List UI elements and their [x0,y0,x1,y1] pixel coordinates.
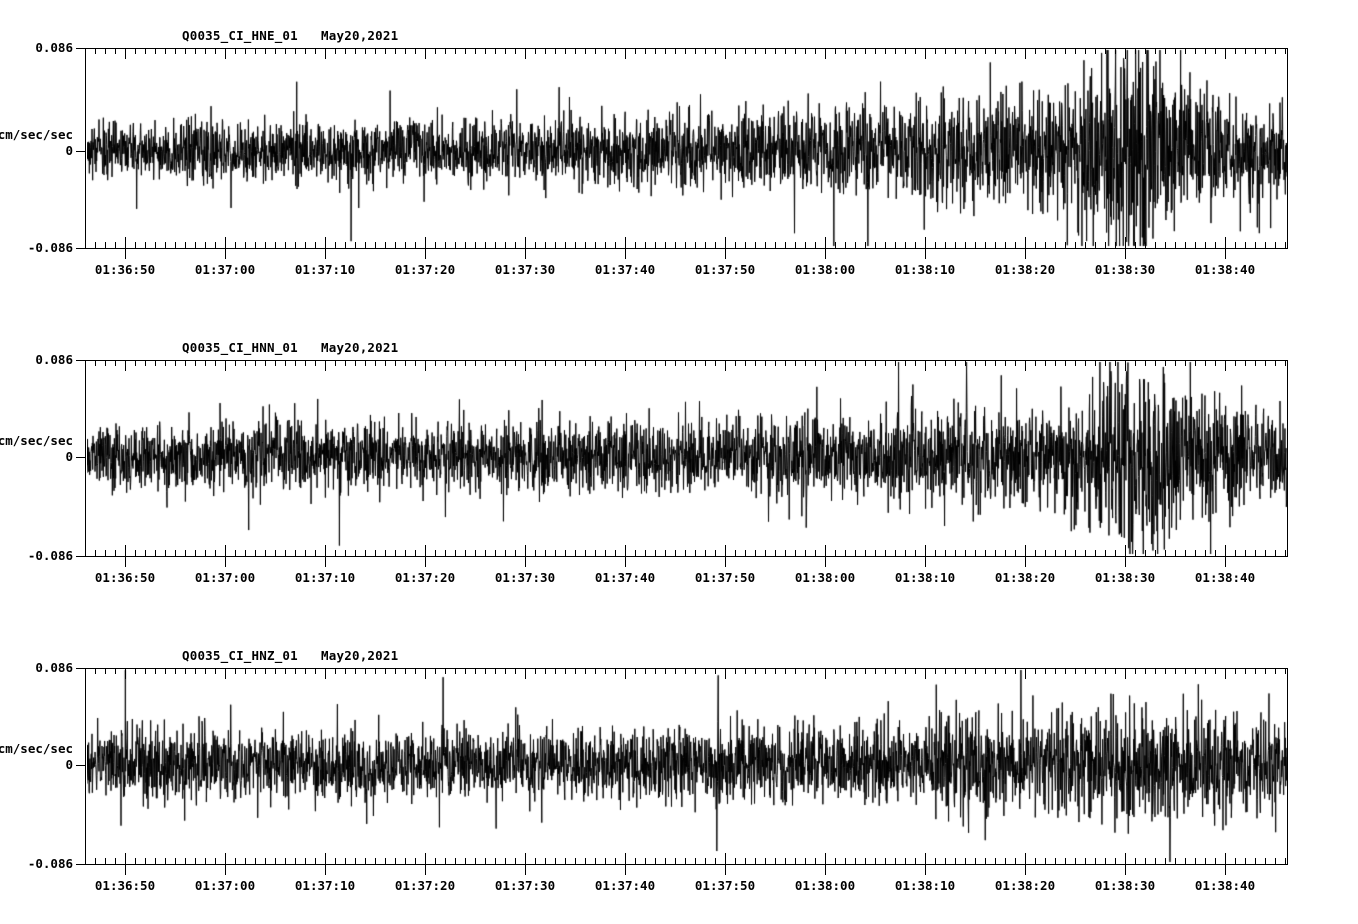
x-tick-label: 01:38:30 [1094,878,1156,893]
y-tick-label: -0.086 [27,240,73,255]
y-tick-label: 0.086 [35,352,73,367]
x-tick-label: 01:38:40 [1194,262,1256,277]
y-tick-label: -0.086 [27,856,73,871]
x-tick-label: 01:37:20 [394,570,456,585]
x-tick-label: 01:37:00 [194,570,256,585]
x-tick-label: 01:37:40 [594,878,656,893]
panel-title: Q0035_CI_HNZ_01 May20,2021 [182,648,399,663]
y-tick-label: 0.086 [35,40,73,55]
x-tick-label: 01:38:10 [894,570,956,585]
x-tick-label: 01:38:00 [794,878,856,893]
x-tick-label: 01:36:50 [94,262,156,277]
panel-title: Q0035_CI_HNN_01 May20,2021 [182,340,399,355]
x-tick-label: 01:37:00 [194,262,256,277]
waveform-trace-hnz [87,669,1287,863]
y-tick-label: 0 [65,143,73,158]
x-tick-label: 01:37:50 [694,262,756,277]
x-tick-label: 01:38:20 [994,262,1056,277]
y-tick-label: -0.086 [27,548,73,563]
x-tick-label: 01:38:00 [794,262,856,277]
x-tick-label: 01:37:50 [694,570,756,585]
x-tick-label: 01:38:20 [994,570,1056,585]
x-tick-label: 01:37:40 [594,262,656,277]
y-tick-label: 0 [65,757,73,772]
x-tick-label: 01:37:40 [594,570,656,585]
waveform-trace-hne [87,49,1287,247]
y-tick-label: 0.086 [35,660,73,675]
x-tick-label: 01:38:00 [794,570,856,585]
x-tick-label: 01:38:20 [994,878,1056,893]
x-tick-label: 01:38:10 [894,878,956,893]
x-tick-label: 01:37:30 [494,262,556,277]
x-tick-label: 01:37:00 [194,878,256,893]
x-tick-label: 01:37:10 [294,262,356,277]
x-tick-label: 01:37:20 [394,262,456,277]
x-tick-label: 01:36:50 [94,878,156,893]
panel-title: Q0035_CI_HNE_01 May20,2021 [182,28,399,43]
x-tick-label: 01:37:30 [494,878,556,893]
y-axis-unit-label: cm/sec/sec [0,127,73,142]
x-tick-label: 01:38:40 [1194,570,1256,585]
x-tick-label: 01:38:10 [894,262,956,277]
x-tick-label: 01:38:30 [1094,570,1156,585]
x-tick-label: 01:37:30 [494,570,556,585]
x-tick-label: 01:37:20 [394,878,456,893]
y-axis-unit-label: cm/sec/sec [0,741,73,756]
x-tick-label: 01:38:40 [1194,878,1256,893]
x-tick-label: 01:37:10 [294,570,356,585]
y-tick-label: 0 [65,449,73,464]
x-tick-label: 01:37:10 [294,878,356,893]
waveform-trace-hnn [87,361,1287,555]
y-axis-unit-label: cm/sec/sec [0,433,73,448]
x-tick-label: 01:36:50 [94,570,156,585]
x-tick-label: 01:38:30 [1094,262,1156,277]
x-tick-label: 01:37:50 [694,878,756,893]
